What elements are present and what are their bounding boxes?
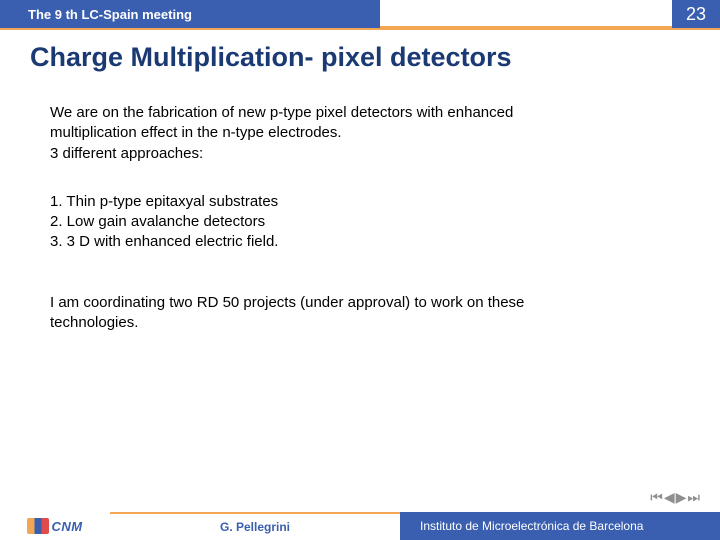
nav-next-icon[interactable]: ▶ (676, 490, 687, 504)
cnm-logo: CNM (27, 518, 82, 534)
closing-line-1: I am coordinating two RD 50 projects (un… (50, 293, 670, 313)
nav-first-icon[interactable]: ⏮ (650, 490, 663, 504)
page-number: 23 (672, 0, 720, 28)
approaches-list: 1. Thin p-type epitaxyal substrates 2. L… (50, 192, 670, 253)
footer-author-wrap: G. Pellegrini (110, 512, 400, 540)
footer-institute: Instituto de Microelectrónica de Barcelo… (420, 519, 643, 533)
nav-controls: ⏮ ◀ ▶ ⏭ (650, 490, 700, 504)
footer-author: G. Pellegrini (220, 520, 290, 534)
approach-2: 2. Low gain avalanche detectors (50, 212, 670, 232)
closing-line-2: technologies. (50, 313, 670, 333)
header-mid (380, 0, 672, 28)
cnm-logo-mark (27, 518, 49, 534)
intro-block: We are on the fabrication of new p-type … (50, 103, 670, 164)
closing-block: I am coordinating two RD 50 projects (un… (50, 293, 670, 334)
footer-bar: CNM G. Pellegrini Instituto de Microelec… (0, 512, 720, 540)
approach-3: 3. 3 D with enhanced electric field. (50, 232, 670, 252)
approach-1: 1. Thin p-type epitaxyal substrates (50, 192, 670, 212)
body-text: We are on the fabrication of new p-type … (0, 73, 720, 333)
intro-line-3: 3 different approaches: (50, 144, 670, 164)
nav-prev-icon[interactable]: ◀ (664, 490, 675, 504)
slide-title: Charge Multiplication- pixel detectors (0, 30, 720, 73)
footer-logo: CNM (0, 512, 110, 540)
intro-line-2: multiplication effect in the n-type elec… (50, 123, 670, 143)
header-title: The 9 th LC-Spain meeting (28, 7, 192, 22)
intro-line-1: We are on the fabrication of new p-type … (50, 103, 670, 123)
footer-institute-wrap: Instituto de Microelectrónica de Barcelo… (400, 512, 720, 540)
nav-last-icon[interactable]: ⏭ (687, 490, 700, 504)
header-title-wrap: The 9 th LC-Spain meeting (0, 0, 380, 28)
cnm-logo-text: CNM (51, 519, 82, 534)
header-bar: The 9 th LC-Spain meeting 23 (0, 0, 720, 28)
